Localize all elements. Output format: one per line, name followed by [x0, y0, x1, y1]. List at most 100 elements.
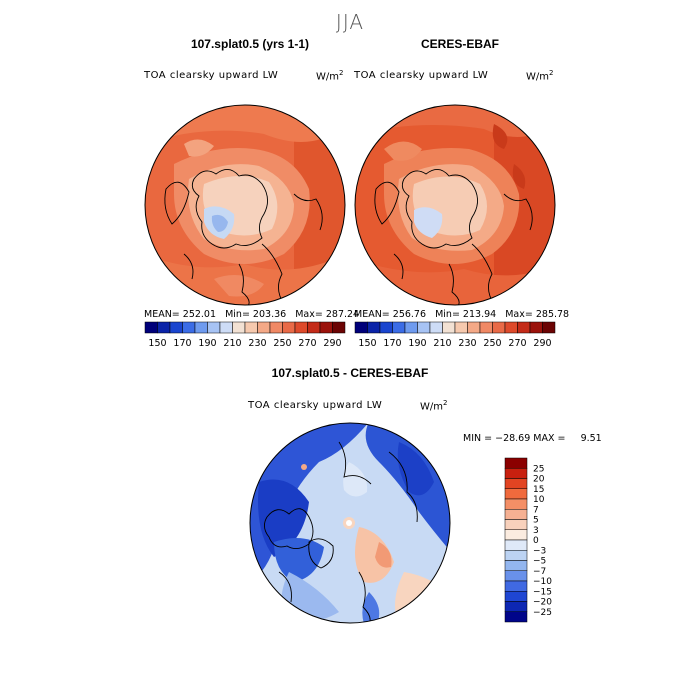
colorbar-label: 190 — [198, 338, 216, 349]
colorbar-swatch — [269, 321, 283, 334]
colorbar-label: 25 — [533, 464, 544, 474]
colorbar-label: −3 — [533, 546, 546, 556]
colorbar-label: 0 — [533, 536, 539, 546]
diff-minmax: MIN = −28.69 MAX = 9.51 — [463, 433, 602, 444]
panel2-stats: MEAN= 256.76 Min= 213.94 Max= 285.78 — [354, 309, 570, 320]
colorbar-swatch — [504, 570, 528, 582]
colorbar-swatch — [194, 321, 208, 334]
colorbar-swatch — [504, 529, 528, 541]
colorbar-swatch — [144, 321, 158, 334]
panel1-colorbar: 150 170 190 210 230 250 270 290 — [144, 321, 346, 349]
colorbar-label: 20 — [533, 475, 545, 485]
colorbar-swatch — [169, 321, 183, 334]
panel2-colorbar: 150 170 190 210 230 250 270 290 — [354, 321, 556, 349]
colorbar-label: −20 — [533, 598, 552, 608]
colorbar-label: 10 — [533, 495, 545, 505]
colorbar-swatch — [467, 321, 481, 334]
colorbar-swatch — [332, 321, 346, 334]
colorbar-swatch — [529, 321, 543, 334]
colorbar-swatch — [182, 321, 196, 334]
coastlines — [374, 169, 533, 305]
colorbar-swatch — [479, 321, 493, 334]
colorbar-label: −10 — [533, 577, 552, 587]
colorbar-label: 3 — [533, 526, 539, 536]
panel1-title: 107.splat0.5 (yrs 1-1) — [190, 37, 310, 51]
colorbar-swatch — [404, 321, 418, 334]
colorbar-swatch — [504, 457, 528, 469]
colorbar-label: 5 — [533, 516, 539, 526]
colorbar-swatch — [504, 560, 528, 571]
colorbar-swatch — [454, 321, 468, 334]
colorbar-label: 150 — [358, 338, 376, 349]
panel2-polar-map — [354, 104, 556, 306]
colorbar-swatch — [504, 580, 528, 592]
colorbar-label: 170 — [173, 338, 191, 349]
colorbar-swatch — [379, 321, 393, 334]
colorbar-label: 210 — [433, 338, 451, 349]
colorbar-swatch — [504, 498, 528, 510]
colorbar-label: 230 — [458, 338, 476, 349]
diff-title: 107.splat0.5 - CERES-EBAF — [271, 366, 429, 380]
colorbar-swatch — [504, 488, 528, 500]
panel2-title: CERES-EBAF — [420, 37, 499, 51]
colorbar-swatch — [542, 321, 556, 334]
colorbar-swatch — [504, 601, 528, 612]
colorbar-swatch — [504, 550, 528, 561]
colorbar-label: 270 — [298, 338, 316, 349]
colorbar-swatch — [504, 519, 528, 530]
panel1-polar-map — [144, 104, 346, 306]
colorbar-swatch — [504, 509, 528, 520]
diff-variable: TOA clearsky upward LW — [248, 400, 383, 411]
panel1-stats: MEAN= 252.01 Min= 203.36 Max= 287.24 — [144, 309, 360, 320]
colorbar-swatch — [354, 321, 368, 334]
colorbar-label: 290 — [323, 338, 341, 349]
colorbar-swatch — [417, 321, 431, 334]
colorbar-swatch — [504, 539, 528, 551]
diff-units: W/m2 — [420, 399, 448, 413]
colorbar-swatch — [157, 321, 171, 334]
colorbar-swatch — [307, 321, 321, 334]
colorbar-label: 15 — [533, 485, 544, 495]
colorbar-swatch — [232, 321, 246, 334]
colorbar-label: −25 — [533, 608, 552, 618]
coastlines — [164, 169, 323, 305]
colorbar-label: −15 — [533, 587, 552, 597]
colorbar-swatch — [219, 321, 233, 334]
colorbar-swatch — [294, 321, 308, 334]
diff-polar-map — [249, 422, 451, 624]
colorbar-swatch — [504, 591, 528, 602]
panel1-units: W/m2 — [316, 69, 344, 83]
colorbar-swatch — [319, 321, 333, 334]
colorbar-swatch — [244, 321, 258, 334]
colorbar-swatch — [257, 321, 271, 334]
colorbar-label: 250 — [483, 338, 501, 349]
colorbar-swatch — [517, 321, 531, 334]
panel2-units: W/m2 — [526, 69, 554, 83]
season-title: JJA — [335, 10, 365, 34]
coastlines — [264, 441, 418, 623]
colorbar-swatch — [429, 321, 443, 334]
colorbar-label: 150 — [148, 338, 166, 349]
colorbar-swatch — [504, 468, 528, 479]
colorbar-label: 290 — [533, 338, 551, 349]
colorbar-label: −7 — [533, 567, 546, 577]
colorbar-swatch — [282, 321, 296, 334]
colorbar-label: 7 — [533, 505, 539, 515]
colorbar-swatch — [367, 321, 381, 334]
colorbar-swatch — [207, 321, 221, 334]
colorbar-label: 250 — [273, 338, 291, 349]
colorbar-label: 190 — [408, 338, 426, 349]
colorbar-swatch — [442, 321, 456, 334]
colorbar-label: 170 — [383, 338, 401, 349]
panel1-variable: TOA clearsky upward LW — [144, 70, 279, 81]
colorbar-swatch — [504, 611, 528, 623]
panel2-variable: TOA clearsky upward LW — [354, 70, 489, 81]
colorbar-label: 230 — [248, 338, 266, 349]
colorbar-label: 210 — [223, 338, 241, 349]
colorbar-swatch — [392, 321, 406, 334]
colorbar-label: 270 — [508, 338, 526, 349]
colorbar-swatch — [504, 321, 518, 334]
colorbar-swatch — [504, 478, 528, 489]
colorbar-swatch — [492, 321, 506, 334]
